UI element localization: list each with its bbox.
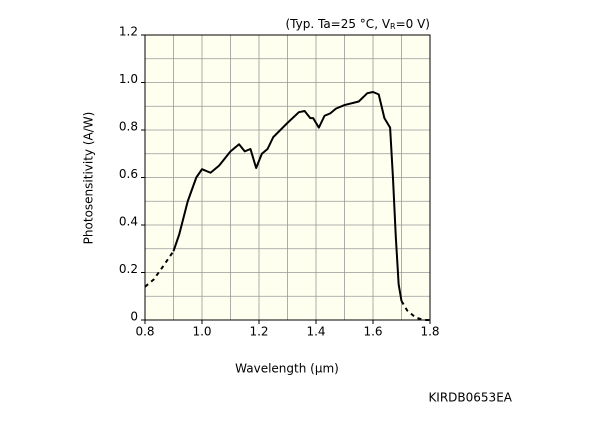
annotation-part: =0 V) bbox=[396, 17, 430, 31]
annotation-subscript: R bbox=[390, 22, 396, 31]
x-tick-label: 1.0 bbox=[192, 325, 211, 339]
y-axis-label: Photosensitivity (A/W) bbox=[82, 112, 96, 245]
data-line bbox=[400, 300, 430, 321]
x-tick-label: 1.6 bbox=[363, 325, 382, 339]
x-tick-label: 0.8 bbox=[135, 325, 154, 339]
x-tick-label: 1.8 bbox=[420, 325, 439, 339]
y-tick-label: 1.2 bbox=[119, 25, 138, 39]
footer-code: KIRDB0653EA bbox=[428, 391, 512, 405]
y-tick-label: 0.4 bbox=[119, 215, 138, 229]
x-tick-label: 1.2 bbox=[249, 325, 268, 339]
y-tick-label: 1.0 bbox=[119, 72, 138, 86]
y-tick-label: 0 bbox=[130, 310, 138, 324]
y-tick-label: 0.2 bbox=[119, 262, 138, 276]
annotation: (Typ. Ta=25 °C, VR=0 V) bbox=[285, 17, 430, 31]
y-tick-label: 0.8 bbox=[119, 120, 138, 134]
y-tick-label: 0.6 bbox=[119, 167, 138, 181]
x-axis-label: Wavelength (μm) bbox=[235, 362, 339, 376]
annotation-part: (Typ. Ta=25 °C, V bbox=[285, 17, 390, 31]
data-line bbox=[144, 250, 175, 288]
data-line bbox=[172, 91, 403, 302]
x-tick-label: 1.4 bbox=[306, 325, 325, 339]
